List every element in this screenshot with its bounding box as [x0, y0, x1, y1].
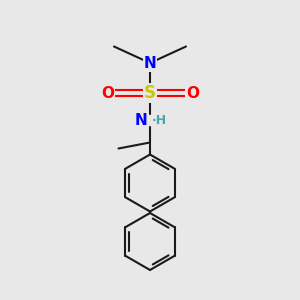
- Text: S: S: [144, 84, 156, 102]
- Text: ·H: ·H: [152, 114, 166, 127]
- Text: O: O: [186, 85, 199, 100]
- Text: O: O: [101, 85, 114, 100]
- Text: N: N: [135, 113, 148, 128]
- Text: N: N: [144, 56, 156, 70]
